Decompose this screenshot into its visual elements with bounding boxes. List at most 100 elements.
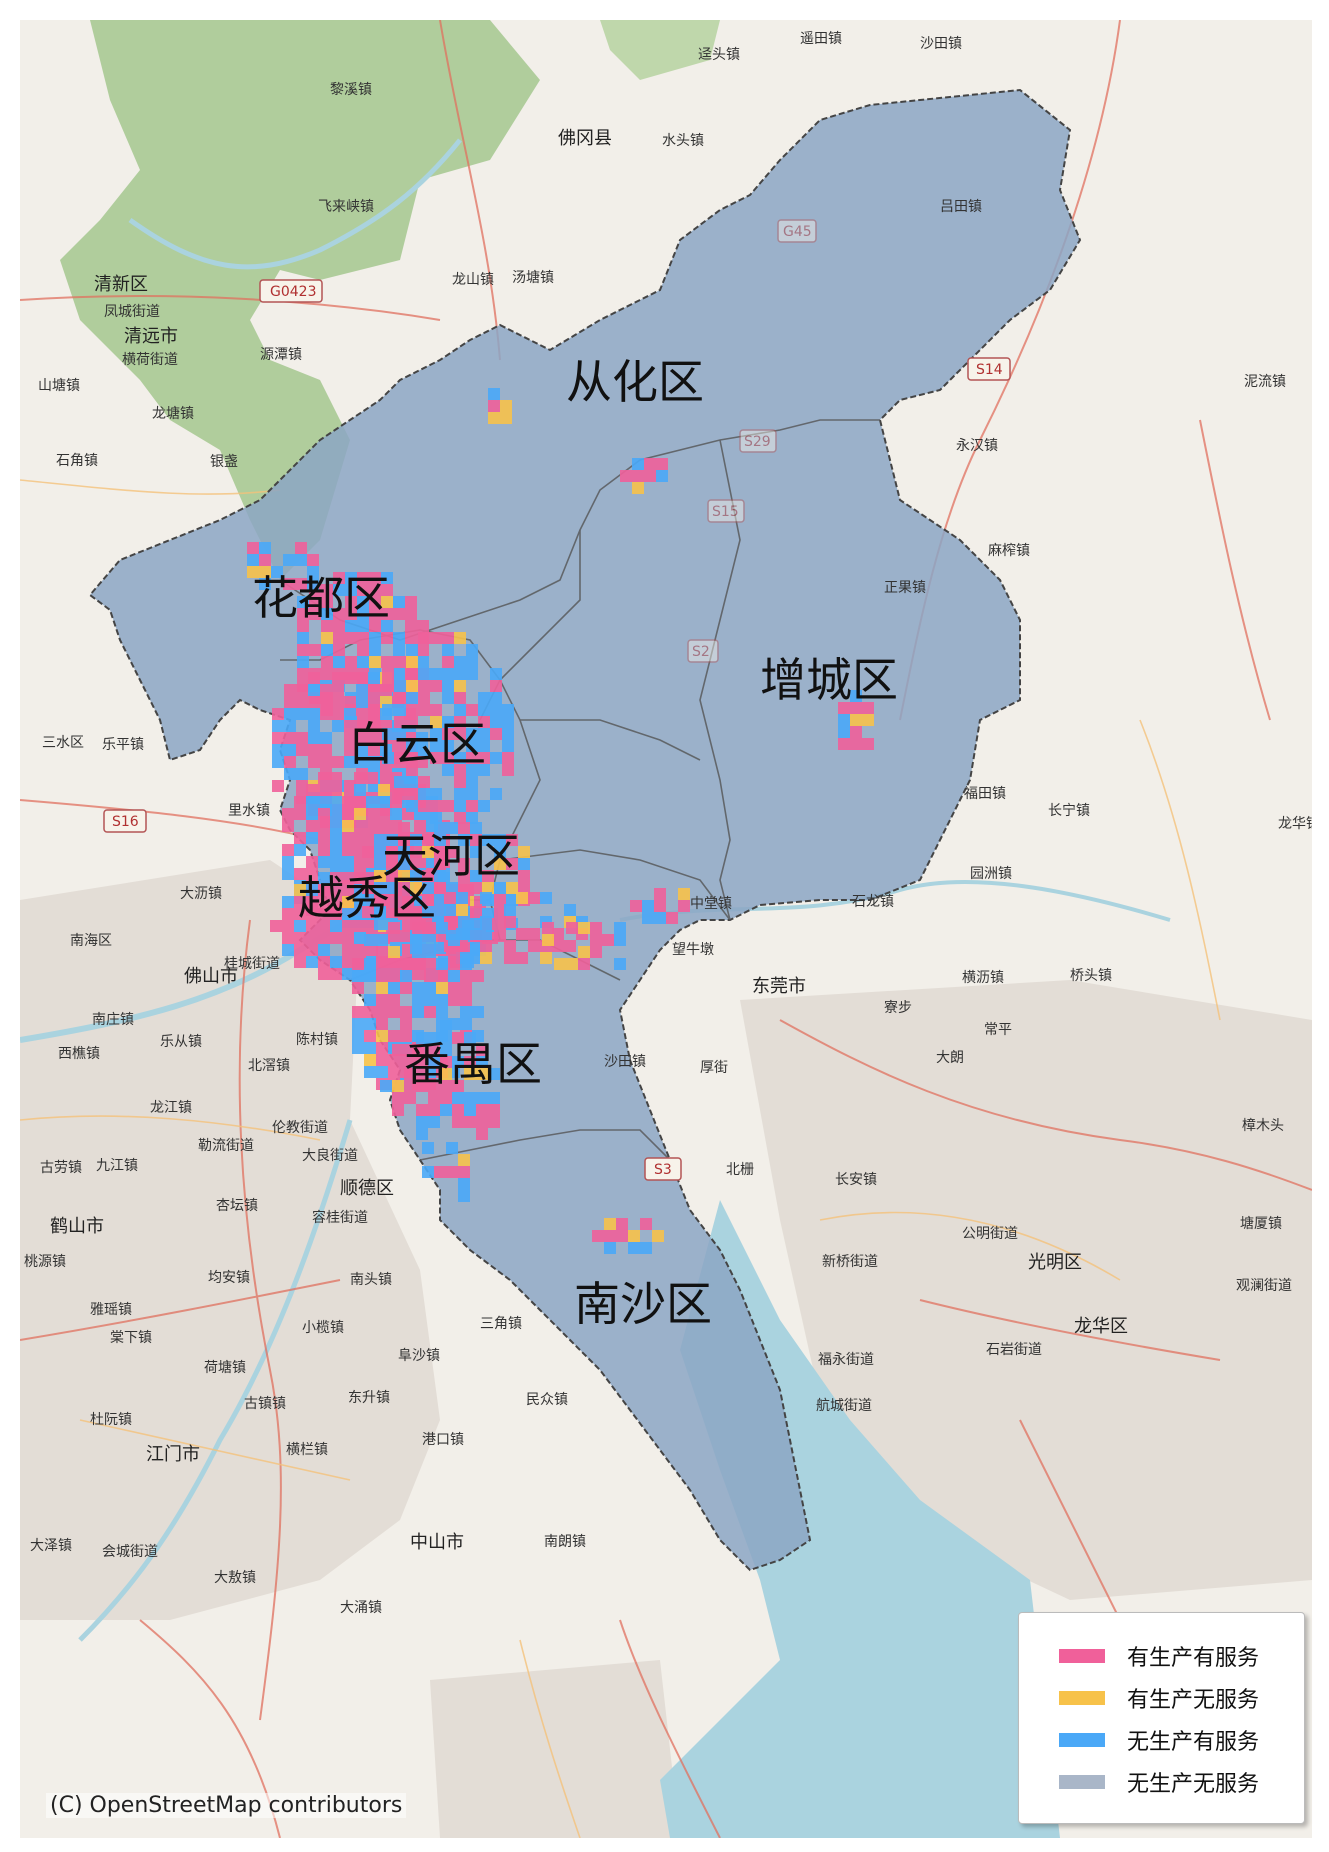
- grid-cell: [410, 882, 422, 894]
- grid-cell: [464, 1092, 476, 1104]
- grid-cell: [590, 946, 602, 958]
- grid-cell: [838, 702, 850, 714]
- grid-cell: [850, 738, 862, 750]
- grid-cell: [345, 584, 357, 596]
- grid-cell: [318, 956, 330, 968]
- grid-cell: [376, 1054, 388, 1066]
- place-label: 大敖镇: [214, 1570, 256, 1586]
- legend-swatch: [1059, 1691, 1105, 1705]
- grid-cell: [318, 908, 330, 920]
- grid-cell: [454, 704, 466, 716]
- grid-cell: [344, 744, 356, 756]
- grid-cell: [356, 684, 368, 696]
- grid-cell: [357, 632, 369, 644]
- grid-cell: [422, 882, 434, 894]
- grid-cell: [374, 906, 386, 918]
- grid-cell: [428, 1116, 440, 1128]
- grid-cell: [270, 920, 282, 932]
- place-label: 伦教街道: [272, 1120, 328, 1136]
- grid-cell: [284, 684, 296, 696]
- place-label: 乐平镇: [102, 737, 144, 753]
- grid-cell: [494, 882, 506, 894]
- place-label: 观澜街道: [1236, 1278, 1292, 1294]
- place-label: 乐从镇: [160, 1034, 202, 1050]
- grid-cell: [368, 744, 380, 756]
- grid-cell: [382, 728, 394, 740]
- place-label: 西樵镇: [58, 1046, 100, 1062]
- grid-cell: [405, 620, 417, 632]
- grid-cell: [850, 726, 862, 738]
- grid-cell: [354, 820, 366, 832]
- grid-cell: [502, 740, 514, 752]
- grid-cell: [364, 970, 376, 982]
- grid-cell: [332, 684, 344, 696]
- grid-cell: [414, 820, 426, 832]
- grid-cell: [468, 928, 480, 940]
- grid-cell: [518, 870, 530, 882]
- grid-cell: [345, 572, 357, 584]
- grid-cell: [442, 632, 454, 644]
- grid-cell: [330, 968, 342, 980]
- grid-cell: [398, 894, 410, 906]
- place-label: 中山市: [410, 1532, 464, 1553]
- grid-cell: [406, 752, 418, 764]
- place-label: 龙山镇: [452, 272, 494, 288]
- grid-cell: [259, 566, 271, 578]
- grid-cell: [294, 920, 306, 932]
- grid-cell: [470, 846, 482, 858]
- grid-cell: [422, 846, 434, 858]
- grid-cell: [604, 1230, 616, 1242]
- grid-cell: [306, 956, 318, 968]
- grid-cell: [442, 752, 454, 764]
- grid-cell: [354, 772, 366, 784]
- grid-cell: [416, 1128, 428, 1140]
- place-label: 永汉镇: [956, 438, 998, 454]
- place-label: 荷塘镇: [204, 1360, 246, 1376]
- grid-cell: [378, 784, 390, 796]
- grid-cell: [405, 596, 417, 608]
- grid-cell: [386, 882, 398, 894]
- grid-cell: [362, 846, 374, 858]
- grid-cell: [394, 752, 406, 764]
- grid-cell: [318, 884, 330, 896]
- place-label: 古劳镇: [40, 1160, 82, 1176]
- grid-cell: [490, 716, 502, 728]
- grid-cell: [654, 912, 666, 924]
- grid-cell: [362, 894, 374, 906]
- grid-cell: [452, 1104, 464, 1116]
- grid-cell: [448, 946, 460, 958]
- district-label-yuexiu: 越秀区: [298, 871, 436, 925]
- place-label: 港口镇: [422, 1432, 464, 1448]
- grid-cell: [330, 796, 342, 808]
- grid-cell: [506, 834, 518, 846]
- grid-cell: [318, 968, 330, 980]
- grid-cell: [604, 1218, 616, 1230]
- grid-cell: [364, 1042, 376, 1054]
- grid-cell: [412, 982, 424, 994]
- svg-text:S16: S16: [112, 814, 139, 830]
- grid-cell: [306, 832, 318, 844]
- grid-cell: [456, 904, 468, 916]
- grid-cell: [345, 656, 357, 668]
- grid-cell: [458, 822, 470, 834]
- grid-cell: [440, 1032, 452, 1044]
- grid-cell: [428, 1080, 440, 1092]
- grid-cell: [838, 714, 850, 726]
- place-label: 南海区: [70, 933, 112, 949]
- grid-cell: [416, 1104, 428, 1116]
- grid-cell: [382, 680, 394, 692]
- grid-cell: [282, 808, 294, 820]
- place-label: 小榄镇: [302, 1320, 344, 1336]
- grid-cell: [382, 752, 394, 764]
- grid-cell: [330, 772, 342, 784]
- grid-cell: [490, 752, 502, 764]
- place-label: 吕田镇: [940, 199, 982, 215]
- grid-cell: [502, 752, 514, 764]
- grid-cell: [306, 796, 318, 808]
- map-canvas[interactable]: G0423 S14 S16 S3 G45 S29: [20, 20, 1312, 1838]
- grid-cell: [418, 800, 430, 812]
- grid-cell: [458, 882, 470, 894]
- grid-cell: [442, 680, 454, 692]
- grid-cell: [422, 906, 434, 918]
- grid-cell: [284, 696, 296, 708]
